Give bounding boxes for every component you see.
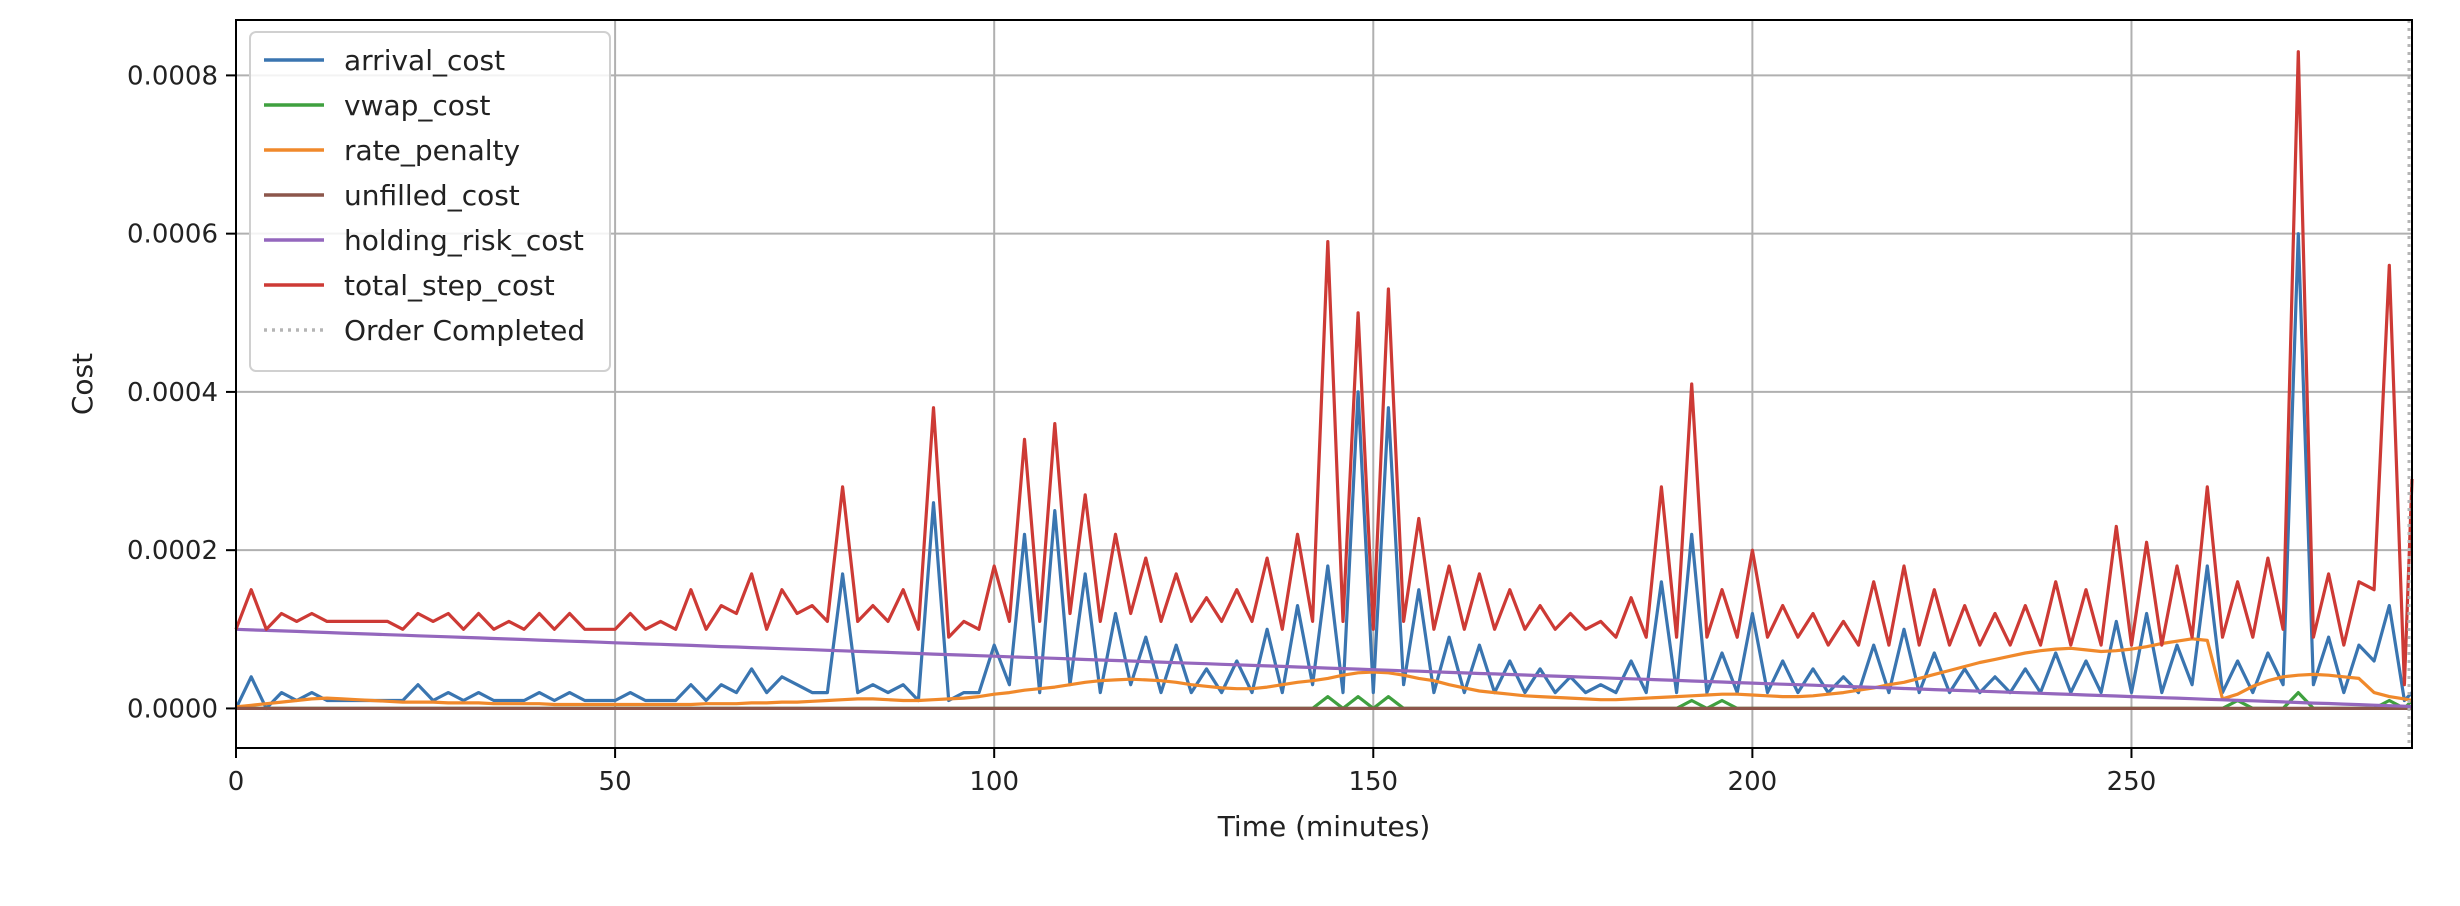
y-tick-label: 0.0002 (127, 536, 218, 566)
y-tick-label: 0.0000 (127, 694, 218, 724)
x-tick-label: 50 (599, 767, 632, 797)
y-tick-label: 0.0008 (127, 61, 218, 91)
y-axis-label: Cost (66, 353, 99, 415)
legend-entry-label: arrival_cost (344, 44, 505, 77)
plot-frame (235, 19, 2413, 749)
legend-entry-label: total_step_cost (344, 269, 555, 302)
series-line-rate-penalty (235, 637, 2413, 709)
legend-entry-label: rate_penalty (344, 134, 520, 167)
legend-entry-label: unfilled_cost (344, 179, 520, 212)
y-tick-label: 0.0006 (127, 220, 218, 250)
legend-entry-label: Order Completed (344, 314, 585, 347)
legend: arrival_cost vwap_cost rate_penaltyunfille… (249, 31, 611, 372)
series-line-holding-risk-cost (235, 627, 2413, 709)
series-layer (234, 20, 2414, 748)
series-line-total-step-cost (234, 50, 2414, 687)
x-tick-label: 150 (1348, 767, 1398, 797)
x-tick-label: 0 (228, 767, 245, 797)
x-tick-label: 250 (2107, 767, 2157, 797)
y-tick-label: 0.0004 (127, 378, 218, 408)
legend-entry-label: holding_risk_cost (344, 224, 584, 257)
x-tick-label: 100 (969, 767, 1019, 797)
y-axis: 0.0000 0.0002 0.0004 0.0006 0.0008 (127, 61, 236, 724)
legend-box (249, 31, 611, 372)
series-line-arrival-cost (234, 232, 2414, 711)
x-tick-label: 200 (1728, 767, 1778, 797)
legend-entry-label: vwap_cost (344, 89, 491, 122)
x-axis: 0 50 100 150 200 250 (228, 748, 2157, 797)
x-axis-label: Time (minutes) (1217, 810, 1431, 843)
